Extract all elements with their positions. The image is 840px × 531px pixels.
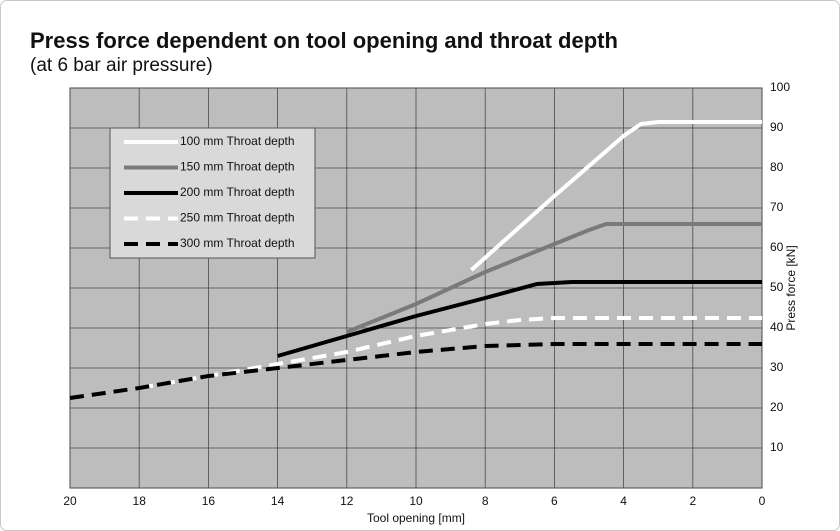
y-tick-label: 20 (770, 400, 784, 414)
y-axis-label: Press force [kN] (784, 245, 798, 330)
series-line (69, 342, 762, 400)
x-tick-label: 8 (482, 494, 489, 508)
legend-label: 250 mm Throat depth (180, 211, 295, 225)
legend-label: 200 mm Throat depth (180, 185, 295, 199)
y-tick-label: 70 (770, 200, 784, 214)
chart-subtitle: (at 6 bar air pressure) (30, 55, 213, 76)
legend-label: 150 mm Throat depth (180, 160, 295, 174)
series-line (346, 222, 762, 334)
x-tick-label: 6 (551, 494, 558, 508)
y-tick-label: 60 (770, 240, 784, 254)
x-tick-label: 2 (689, 494, 696, 508)
chart-title: Press force dependent on tool opening an… (30, 28, 618, 53)
x-tick-label: 16 (202, 494, 216, 508)
legend-label: 100 mm Throat depth (180, 134, 295, 148)
series-line (470, 120, 762, 272)
x-tick-label: 4 (620, 494, 627, 508)
series-line (277, 280, 762, 358)
y-tick-label: 10 (770, 440, 784, 454)
y-tick-label: 30 (770, 360, 784, 374)
x-tick-label: 10 (409, 494, 423, 508)
x-tick-label: 14 (271, 494, 285, 508)
x-tick-label: 0 (759, 494, 766, 508)
x-axis-label: Tool opening [mm] (367, 511, 465, 525)
y-tick-label: 50 (770, 280, 784, 294)
plot-border (69, 87, 763, 489)
x-tick-label: 12 (340, 494, 354, 508)
legend-label: 300 mm Throat depth (180, 236, 295, 250)
x-tick-label: 20 (63, 494, 77, 508)
y-tick-label: 80 (770, 160, 784, 174)
x-tick-label: 18 (133, 494, 147, 508)
y-tick-label: 40 (770, 320, 784, 334)
y-tick-label: 90 (770, 120, 784, 134)
y-tick-label: 100 (770, 80, 790, 94)
